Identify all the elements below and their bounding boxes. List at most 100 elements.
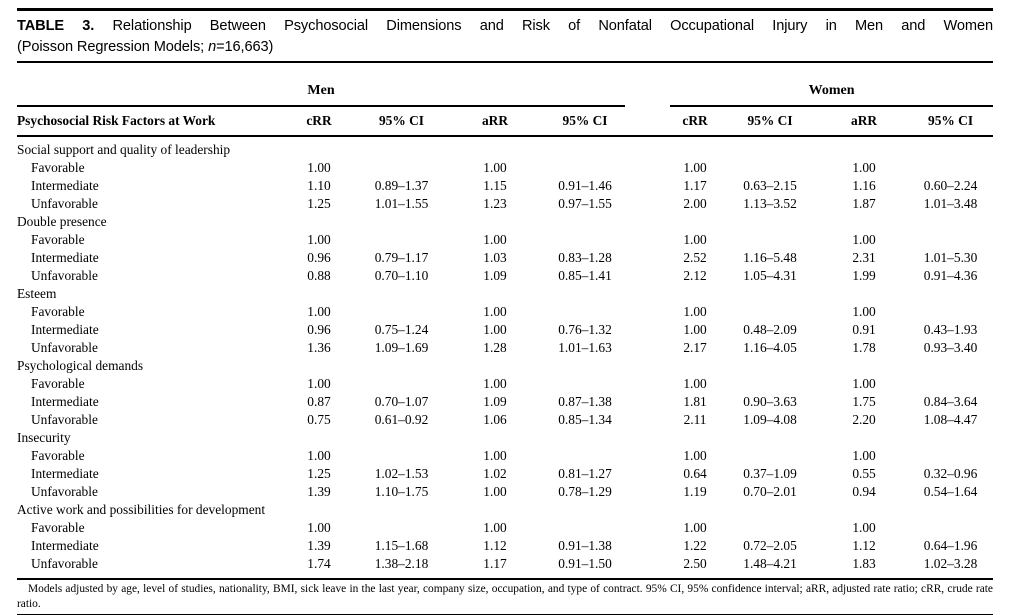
ci-value: 0.81–1.27 bbox=[558, 466, 612, 481]
rr-value: 1.09 bbox=[483, 268, 507, 283]
row-label: Unfavorable bbox=[31, 340, 98, 355]
ci-value: 0.61–0.92 bbox=[374, 412, 429, 427]
ci-value: 0.64–1.96 bbox=[923, 538, 978, 553]
rr-value: 1.87 bbox=[852, 196, 876, 211]
column-gap bbox=[625, 303, 670, 321]
ci-value: 1.01–3.48 bbox=[923, 196, 978, 211]
table-row: Intermediate 0.96 0.75–1.24 1.00 0.76–1.32 1.… bbox=[17, 321, 993, 339]
rr-value: 1.36 bbox=[307, 340, 331, 355]
rr-value: 1.03 bbox=[483, 250, 507, 265]
ci-value: 0.76–1.32 bbox=[558, 322, 612, 337]
table-row: Favorable 1.00 1.00 1.00 1.00 bbox=[17, 447, 993, 465]
ci-value: 0.54–1.64 bbox=[923, 484, 978, 499]
footnote-rule bbox=[17, 578, 993, 580]
rr-value: 1.00 bbox=[307, 376, 331, 391]
row-label: Unfavorable bbox=[31, 196, 98, 211]
ci-value bbox=[545, 519, 625, 537]
men-group-header: Men bbox=[17, 63, 626, 107]
rr-value: 1.12 bbox=[483, 538, 507, 553]
rr-value: 0.55 bbox=[852, 466, 876, 481]
rr-value: 2.31 bbox=[852, 250, 876, 265]
rr-value: 1.81 bbox=[683, 394, 707, 409]
row-label: Intermediate bbox=[31, 538, 99, 553]
row-label: Intermediate bbox=[31, 394, 99, 409]
ci-value: 0.90–3.63 bbox=[743, 394, 797, 409]
rr-value: 1.00 bbox=[852, 232, 876, 247]
column-gap bbox=[625, 375, 670, 393]
rr-value: 1.00 bbox=[683, 376, 707, 391]
column-gap bbox=[625, 321, 670, 339]
row-label: Intermediate bbox=[31, 178, 99, 193]
rr-value: 1.74 bbox=[307, 556, 331, 571]
table-row: Intermediate 1.10 0.89–1.37 1.15 0.91–1.46 1.… bbox=[17, 177, 993, 195]
ci-value: 0.43–1.93 bbox=[923, 322, 978, 337]
ci-value: 1.38–2.18 bbox=[374, 556, 429, 571]
rr-value: 1.09 bbox=[483, 394, 507, 409]
ci-value: 1.09–1.69 bbox=[374, 340, 429, 355]
column-gap bbox=[625, 177, 670, 195]
row-label: Favorable bbox=[31, 448, 85, 463]
ci-value: 0.78–1.29 bbox=[558, 484, 612, 499]
row-label: Unfavorable bbox=[31, 412, 98, 427]
ci-value bbox=[545, 159, 625, 177]
table-row: Intermediate 0.87 0.70–1.07 1.09 0.87–1.38 1.… bbox=[17, 393, 993, 411]
section-header-row: Double presence bbox=[17, 213, 993, 231]
rr-value: 1.00 bbox=[852, 304, 876, 319]
rr-value: 0.64 bbox=[683, 466, 707, 481]
men-ci2-header: 95% CI bbox=[545, 106, 626, 137]
ci-value bbox=[358, 231, 445, 249]
table-row: Unfavorable 1.74 1.38–2.18 1.17 0.91–1.50 2.5… bbox=[17, 555, 993, 573]
rr-value: 1.17 bbox=[483, 556, 507, 571]
men-crr-header: cRR bbox=[280, 106, 358, 137]
column-gap bbox=[625, 483, 670, 501]
column-gap bbox=[625, 159, 670, 177]
rr-value: 1.00 bbox=[852, 448, 876, 463]
rr-value: 1.28 bbox=[483, 340, 507, 355]
row-label: Unfavorable bbox=[31, 268, 98, 283]
rr-value: 1.39 bbox=[307, 538, 331, 553]
ci-value: 1.15–1.68 bbox=[374, 538, 429, 553]
rr-value: 1.02 bbox=[483, 466, 507, 481]
ci-value: 0.87–1.38 bbox=[558, 394, 612, 409]
rr-value: 1.00 bbox=[852, 160, 876, 175]
rr-value: 1.00 bbox=[307, 520, 331, 535]
results-table: Men Women Psychosocial Risk Factors at W… bbox=[17, 63, 994, 573]
table-row: Unfavorable 0.88 0.70–1.10 1.09 0.85–1.41 2.1… bbox=[17, 267, 993, 285]
rr-value: 0.94 bbox=[852, 484, 876, 499]
ci-value: 1.08–4.47 bbox=[923, 412, 978, 427]
column-gap bbox=[625, 555, 670, 573]
ci-value bbox=[720, 159, 820, 177]
row-label: Unfavorable bbox=[31, 484, 98, 499]
table-title-line2: (Poisson Regression Models; n=16,663) bbox=[17, 37, 993, 58]
ci-value: 0.91–1.50 bbox=[558, 556, 612, 571]
table-row: Unfavorable 0.75 0.61–0.92 1.06 0.85–1.34 2.1… bbox=[17, 411, 993, 429]
ci-value bbox=[545, 231, 625, 249]
ci-value: 0.70–1.10 bbox=[374, 268, 429, 283]
section-label: Active work and possibilities for develo… bbox=[17, 502, 266, 517]
ci-value: 1.01–1.55 bbox=[374, 196, 429, 211]
row-label: Favorable bbox=[31, 376, 85, 391]
section-label: Psychological demands bbox=[17, 358, 144, 373]
rr-value: 1.10 bbox=[307, 178, 331, 193]
column-gap bbox=[625, 195, 670, 213]
ci-value bbox=[720, 231, 820, 249]
ci-value: 1.05–4.31 bbox=[743, 268, 797, 283]
column-gap bbox=[625, 106, 671, 137]
ci-value: 0.85–1.34 bbox=[558, 412, 612, 427]
ci-value: 0.83–1.28 bbox=[558, 250, 612, 265]
rr-value: 0.96 bbox=[307, 250, 331, 265]
group-header-row: Men Women bbox=[17, 63, 994, 107]
stub-header: Psychosocial Risk Factors at Work bbox=[17, 106, 280, 137]
ci-value: 1.16–4.05 bbox=[743, 340, 797, 355]
rr-value: 1.22 bbox=[683, 538, 707, 553]
rr-value: 2.12 bbox=[683, 268, 707, 283]
rr-value: 2.50 bbox=[683, 556, 707, 571]
column-gap bbox=[625, 519, 670, 537]
women-ci1-header: 95% CI bbox=[720, 106, 821, 137]
ci-value: 0.37–1.09 bbox=[743, 466, 797, 481]
rr-value: 1.00 bbox=[483, 322, 507, 337]
ci-value bbox=[720, 303, 820, 321]
rr-value: 1.00 bbox=[683, 520, 707, 535]
rr-value: 1.17 bbox=[683, 178, 707, 193]
title-models-text: (Poisson Regression Models; bbox=[17, 39, 209, 55]
